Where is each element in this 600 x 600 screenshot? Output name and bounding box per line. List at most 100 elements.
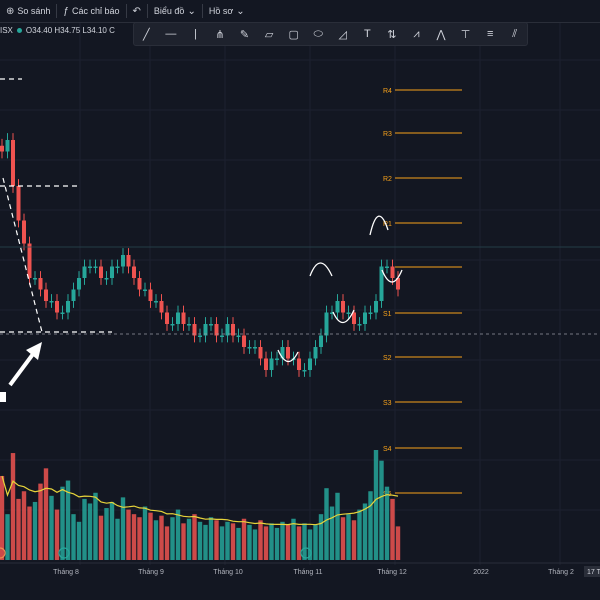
volume-bar — [219, 526, 225, 560]
compare-button[interactable]: ⊕ So sánh — [0, 0, 56, 22]
volume-bar — [98, 515, 104, 560]
profile-menu-button[interactable]: Hồ sơ ⌄ — [203, 0, 251, 22]
candle-body — [126, 255, 131, 267]
volume-bar — [291, 518, 296, 560]
candle-body — [5, 140, 10, 152]
volume-bar — [181, 523, 186, 560]
measure-icon[interactable]: ≡ — [486, 28, 494, 40]
toolbar-divider — [125, 4, 127, 18]
brush-icon[interactable]: ✎ — [239, 28, 250, 41]
volume-bar — [5, 514, 10, 560]
pitchfork-icon[interactable]: ⋔ — [215, 28, 225, 41]
candle-body — [99, 266, 103, 278]
candle-body — [319, 335, 323, 347]
arrow-tail — [0, 392, 6, 402]
candle-body — [198, 335, 202, 337]
candle-body — [396, 278, 400, 290]
candle-body — [324, 312, 329, 336]
volume-bar — [285, 524, 291, 560]
candle-body — [357, 324, 362, 326]
volume-bar — [120, 497, 126, 560]
candle-body — [143, 289, 147, 291]
candle-body — [253, 347, 257, 349]
candle-body — [379, 266, 384, 301]
x-tick-label: Tháng 2 — [548, 569, 574, 576]
parallel-channel-icon[interactable]: ⫽ — [512, 27, 518, 40]
ellipse-icon[interactable]: ⬭ — [313, 27, 323, 40]
function-icon: ƒ — [63, 5, 69, 17]
volume-bar — [38, 483, 43, 560]
vertical-line-icon[interactable]: | — [193, 28, 197, 40]
candle-body — [33, 278, 37, 280]
projection-icon[interactable]: ⋀ — [436, 28, 446, 41]
indicators-label: Các chỉ báo — [71, 6, 120, 16]
volume-bar — [27, 506, 32, 560]
volume-bar — [384, 486, 390, 560]
volume-bar — [362, 503, 368, 560]
chevron-down-icon: ⌄ — [187, 5, 196, 17]
volume-bar — [186, 518, 192, 560]
volume-bar — [82, 498, 87, 560]
volume-bar — [175, 509, 181, 560]
triangle-icon[interactable]: ◿ — [338, 28, 348, 41]
pivot-label: R4 — [383, 88, 392, 95]
drawing-toolbar: ╱ — | ⋔ ✎ ▱ ▢ ⬭ ◿ T ⇅ ⩘ ⋀ ⊤ ≡ ⫽ — [133, 22, 528, 46]
text-icon[interactable]: T — [363, 28, 371, 40]
candle-body — [159, 301, 164, 313]
volume-bar — [197, 521, 203, 560]
volume-bar — [307, 529, 313, 560]
text-note-icon[interactable]: ▱ — [264, 28, 274, 41]
indicators-button[interactable]: ƒ Các chỉ báo — [57, 0, 125, 22]
candle-body — [16, 186, 21, 221]
candle-body — [165, 312, 169, 324]
pivot-label: S2 — [383, 355, 392, 362]
volume-bar — [351, 520, 357, 560]
x-tick-label: Tháng 8 — [53, 569, 79, 576]
candle-body — [209, 324, 213, 326]
chart-menu-button[interactable]: Biểu đồ ⌄ — [148, 0, 202, 22]
volume-bar — [49, 495, 54, 560]
trend-line-icon[interactable]: ╱ — [142, 28, 150, 41]
pivot-label: S1 — [383, 311, 392, 318]
volume-bar — [302, 523, 307, 560]
candle-body — [115, 266, 120, 268]
volume-ma-line — [1, 475, 399, 526]
volume-bar — [236, 527, 241, 560]
candle-body — [66, 301, 70, 313]
candle-body — [192, 324, 197, 336]
market-status-dot — [16, 28, 22, 33]
candle-body — [77, 278, 81, 290]
candle-body — [346, 312, 351, 314]
fib-icon[interactable]: ⊤ — [460, 28, 471, 41]
rectangle-icon[interactable]: ▢ — [288, 28, 299, 41]
candle-body — [27, 243, 32, 278]
undo-button[interactable]: ↶ — [127, 0, 147, 22]
curve-annotation — [277, 349, 299, 363]
pattern-icon[interactable]: ⩘ — [413, 27, 420, 40]
candle-body — [176, 312, 180, 324]
volume-bar — [225, 521, 230, 560]
volume-bar — [340, 517, 346, 560]
long-position-icon[interactable]: ⇅ — [387, 28, 397, 41]
curve-annotation — [381, 269, 403, 283]
candle-body — [341, 301, 345, 313]
candle-body — [214, 324, 219, 336]
candle-body — [258, 347, 263, 359]
candle-body — [187, 324, 191, 326]
volume-bar — [115, 518, 120, 560]
horizontal-line-icon[interactable]: — — [165, 28, 177, 40]
volume-bar — [203, 524, 208, 560]
exchange-label: ISX — [0, 26, 13, 35]
candle-body — [82, 266, 87, 278]
top-toolbar: ⊕ So sánh ƒ Các chỉ báo ↶ Biểu đồ ⌄ Hồ s… — [0, 0, 600, 23]
chart-menu-label: Biểu đồ — [153, 6, 185, 16]
candle-body — [286, 347, 290, 359]
candle-body — [60, 312, 65, 314]
volume-bar — [76, 521, 82, 560]
x-tick-label: Tháng 9 — [138, 569, 164, 576]
volume-bar — [395, 526, 401, 560]
candle-body — [154, 301, 158, 303]
curve-annotation — [369, 215, 389, 236]
candle-body — [363, 312, 367, 324]
